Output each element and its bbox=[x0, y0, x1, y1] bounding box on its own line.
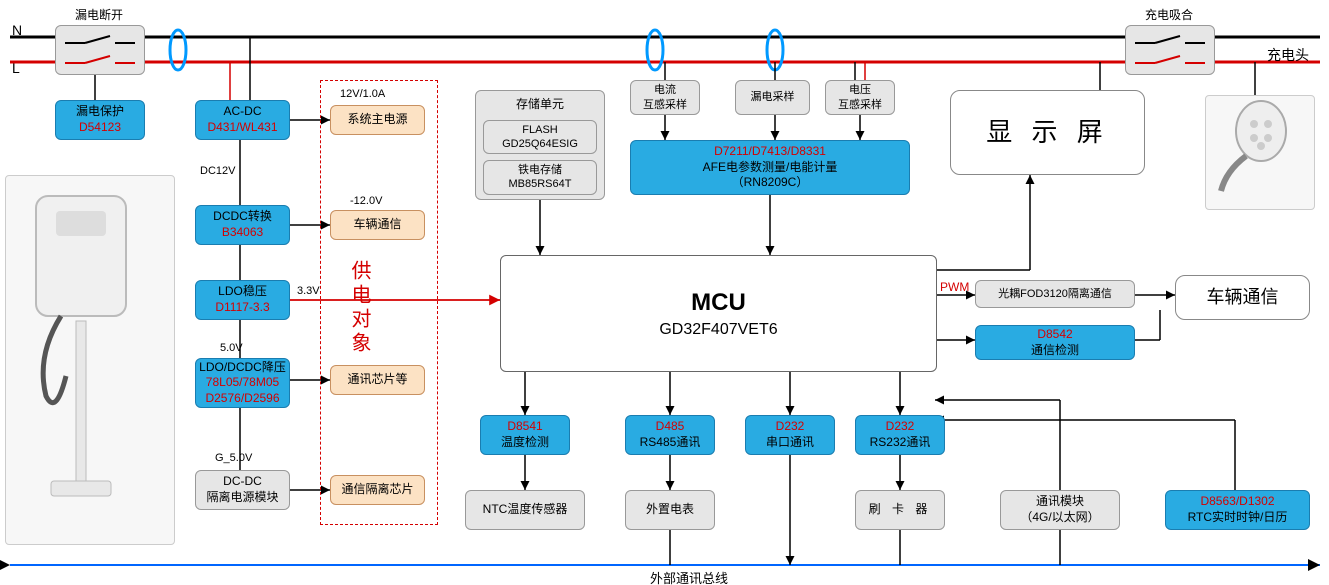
afe-desc: AFE电参数测量/电能计量 （RN8209C） bbox=[703, 160, 838, 191]
afe-parts: D7211/D7413/D8331 bbox=[714, 144, 826, 160]
card-reader: 刷 卡 器 bbox=[855, 490, 945, 530]
rs232-title: RS232通讯 bbox=[870, 435, 931, 451]
dcdc-iso: DC-DC 隔离电源模块 bbox=[195, 470, 290, 510]
ldo5-title: LDO/DCDC降压 bbox=[199, 360, 286, 376]
current-sample: 电流 互感采样 bbox=[630, 80, 700, 115]
dcdc-conv-title: DCDC转换 bbox=[213, 209, 272, 225]
dcdc-iso-pre: G_5.0V bbox=[215, 452, 252, 464]
temp-detect: D8541 温度检测 bbox=[480, 415, 570, 455]
afe: D7211/D7413/D8331 AFE电参数测量/电能计量 （RN8209C… bbox=[630, 140, 910, 195]
ldo33-out: 3.3V bbox=[297, 285, 320, 297]
charger-product-image bbox=[5, 175, 175, 545]
rs232: D232 RS232通讯 bbox=[855, 415, 945, 455]
temp-detect-part: D8541 bbox=[507, 419, 542, 435]
rs485-part: D485 bbox=[656, 419, 685, 435]
supply-target-box bbox=[320, 80, 438, 525]
ev-plug-image bbox=[1205, 95, 1315, 210]
supply-target-label: 供电对象 bbox=[345, 260, 374, 356]
rtc-part: D8563/D1302 bbox=[1200, 494, 1274, 510]
opto: 光耦FOD3120隔离通信 bbox=[975, 280, 1135, 308]
veh-comm-right-label: 车辆通信 bbox=[1207, 286, 1279, 309]
uart: D232 串口通讯 bbox=[745, 415, 835, 455]
acdc-part: D431/WL431 bbox=[207, 120, 277, 136]
leak-protect: 漏电保护 D54123 bbox=[55, 100, 145, 140]
rs485: D485 RS485通讯 bbox=[625, 415, 715, 455]
leak-protect-part: D54123 bbox=[79, 120, 121, 136]
uart-title: 串口通讯 bbox=[766, 435, 814, 451]
label-bus: 外部通讯总线 bbox=[650, 568, 728, 585]
leak-protect-title: 漏电保护 bbox=[76, 104, 124, 120]
acdc: AC-DC D431/WL431 bbox=[195, 100, 290, 140]
rs232-part: D232 bbox=[886, 419, 915, 435]
pwm-label: PWM bbox=[940, 280, 969, 294]
ldo5-pre: 5.0V bbox=[220, 342, 243, 354]
breaker-box bbox=[55, 25, 145, 75]
card-label: 刷 卡 器 bbox=[869, 502, 932, 518]
storage-flash: FLASH GD25Q64ESIG bbox=[483, 120, 597, 155]
opto-label: 光耦FOD3120隔离通信 bbox=[998, 287, 1112, 301]
temp-detect-title: 温度检测 bbox=[501, 435, 549, 451]
volt-sample: 电压 互感采样 bbox=[825, 80, 895, 115]
label-L: L bbox=[12, 60, 20, 76]
storage-unit: 存储单元 FLASH GD25Q64ESIG 铁电存储 MB85RS64T bbox=[475, 90, 605, 200]
label-N: N bbox=[12, 22, 22, 38]
dcdc-iso-title: DC-DC 隔离电源模块 bbox=[206, 474, 278, 505]
rtc: D8563/D1302 RTC实时时钟/日历 bbox=[1165, 490, 1310, 530]
comm-detect-part: D8542 bbox=[1037, 327, 1072, 343]
display: 显 示 屏 bbox=[950, 90, 1145, 175]
mcu-part: GD32F407VET6 bbox=[659, 321, 777, 339]
storage-title: 存储单元 bbox=[516, 97, 564, 113]
rs485-title: RS485通讯 bbox=[640, 435, 701, 451]
storage-feram: 铁电存储 MB85RS64T bbox=[483, 160, 597, 195]
mcu-title: MCU bbox=[691, 289, 746, 317]
veh-comm-right: 车辆通信 bbox=[1175, 275, 1310, 320]
comm-detect-title: 通信检测 bbox=[1031, 343, 1079, 359]
ext-meter: 外置电表 bbox=[625, 490, 715, 530]
relay-box bbox=[1125, 25, 1215, 75]
comm-detect: D8542 通信检测 bbox=[975, 325, 1135, 360]
display-label: 显 示 屏 bbox=[986, 116, 1108, 150]
label-plug: 充电头 bbox=[1267, 45, 1309, 65]
uart-part: D232 bbox=[776, 419, 805, 435]
ldo33-title: LDO稳压 bbox=[218, 284, 267, 300]
acdc-title: AC-DC bbox=[224, 104, 262, 120]
comm-module-label: 通讯模块 （4G/以太网） bbox=[1020, 494, 1099, 525]
ldo33: LDO稳压 D1117-3.3 bbox=[195, 280, 290, 320]
leak-sample: 漏电采样 bbox=[735, 80, 810, 115]
ldo5: LDO/DCDC降压 78L05/78M05 D2576/D2596 bbox=[195, 358, 290, 408]
ldo33-part: D1117-3.3 bbox=[215, 300, 269, 316]
dc12v-label: DC12V bbox=[200, 165, 235, 177]
mcu: MCU GD32F407VET6 bbox=[500, 255, 937, 372]
ext-meter-label: 外置电表 bbox=[646, 502, 694, 518]
label-breaker: 漏电断开 bbox=[75, 6, 123, 23]
ntc-label: NTC温度传感器 bbox=[483, 502, 568, 518]
ntc: NTC温度传感器 bbox=[465, 490, 585, 530]
rtc-title: RTC实时时钟/日历 bbox=[1188, 510, 1288, 526]
dcdc-conv: DCDC转换 B34063 bbox=[195, 205, 290, 245]
ldo5-part: 78L05/78M05 D2576/D2596 bbox=[205, 375, 279, 406]
comm-module: 通讯模块 （4G/以太网） bbox=[1000, 490, 1120, 530]
label-relay: 充电吸合 bbox=[1145, 6, 1193, 23]
dcdc-conv-part: B34063 bbox=[222, 225, 263, 241]
